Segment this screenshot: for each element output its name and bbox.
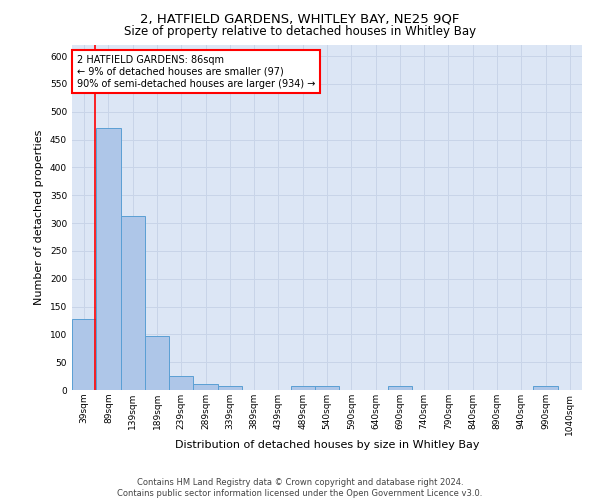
Bar [96,128,121,390]
Bar [72,319,96,390]
Bar [169,376,193,390]
Bar [121,216,145,390]
X-axis label: Distribution of detached houses by size in Whitley Bay: Distribution of detached houses by size … [175,440,479,450]
Y-axis label: Number of detached properties: Number of detached properties [34,130,44,305]
Bar [145,336,169,390]
Text: Size of property relative to detached houses in Whitley Bay: Size of property relative to detached ho… [124,25,476,38]
Bar [533,386,558,390]
Text: 2, HATFIELD GARDENS, WHITLEY BAY, NE25 9QF: 2, HATFIELD GARDENS, WHITLEY BAY, NE25 9… [140,12,460,26]
Bar [290,386,315,390]
Bar [315,386,339,390]
Bar [218,386,242,390]
Bar [388,386,412,390]
Bar [193,384,218,390]
Text: 2 HATFIELD GARDENS: 86sqm
← 9% of detached houses are smaller (97)
90% of semi-d: 2 HATFIELD GARDENS: 86sqm ← 9% of detach… [77,56,316,88]
Text: Contains HM Land Registry data © Crown copyright and database right 2024.
Contai: Contains HM Land Registry data © Crown c… [118,478,482,498]
